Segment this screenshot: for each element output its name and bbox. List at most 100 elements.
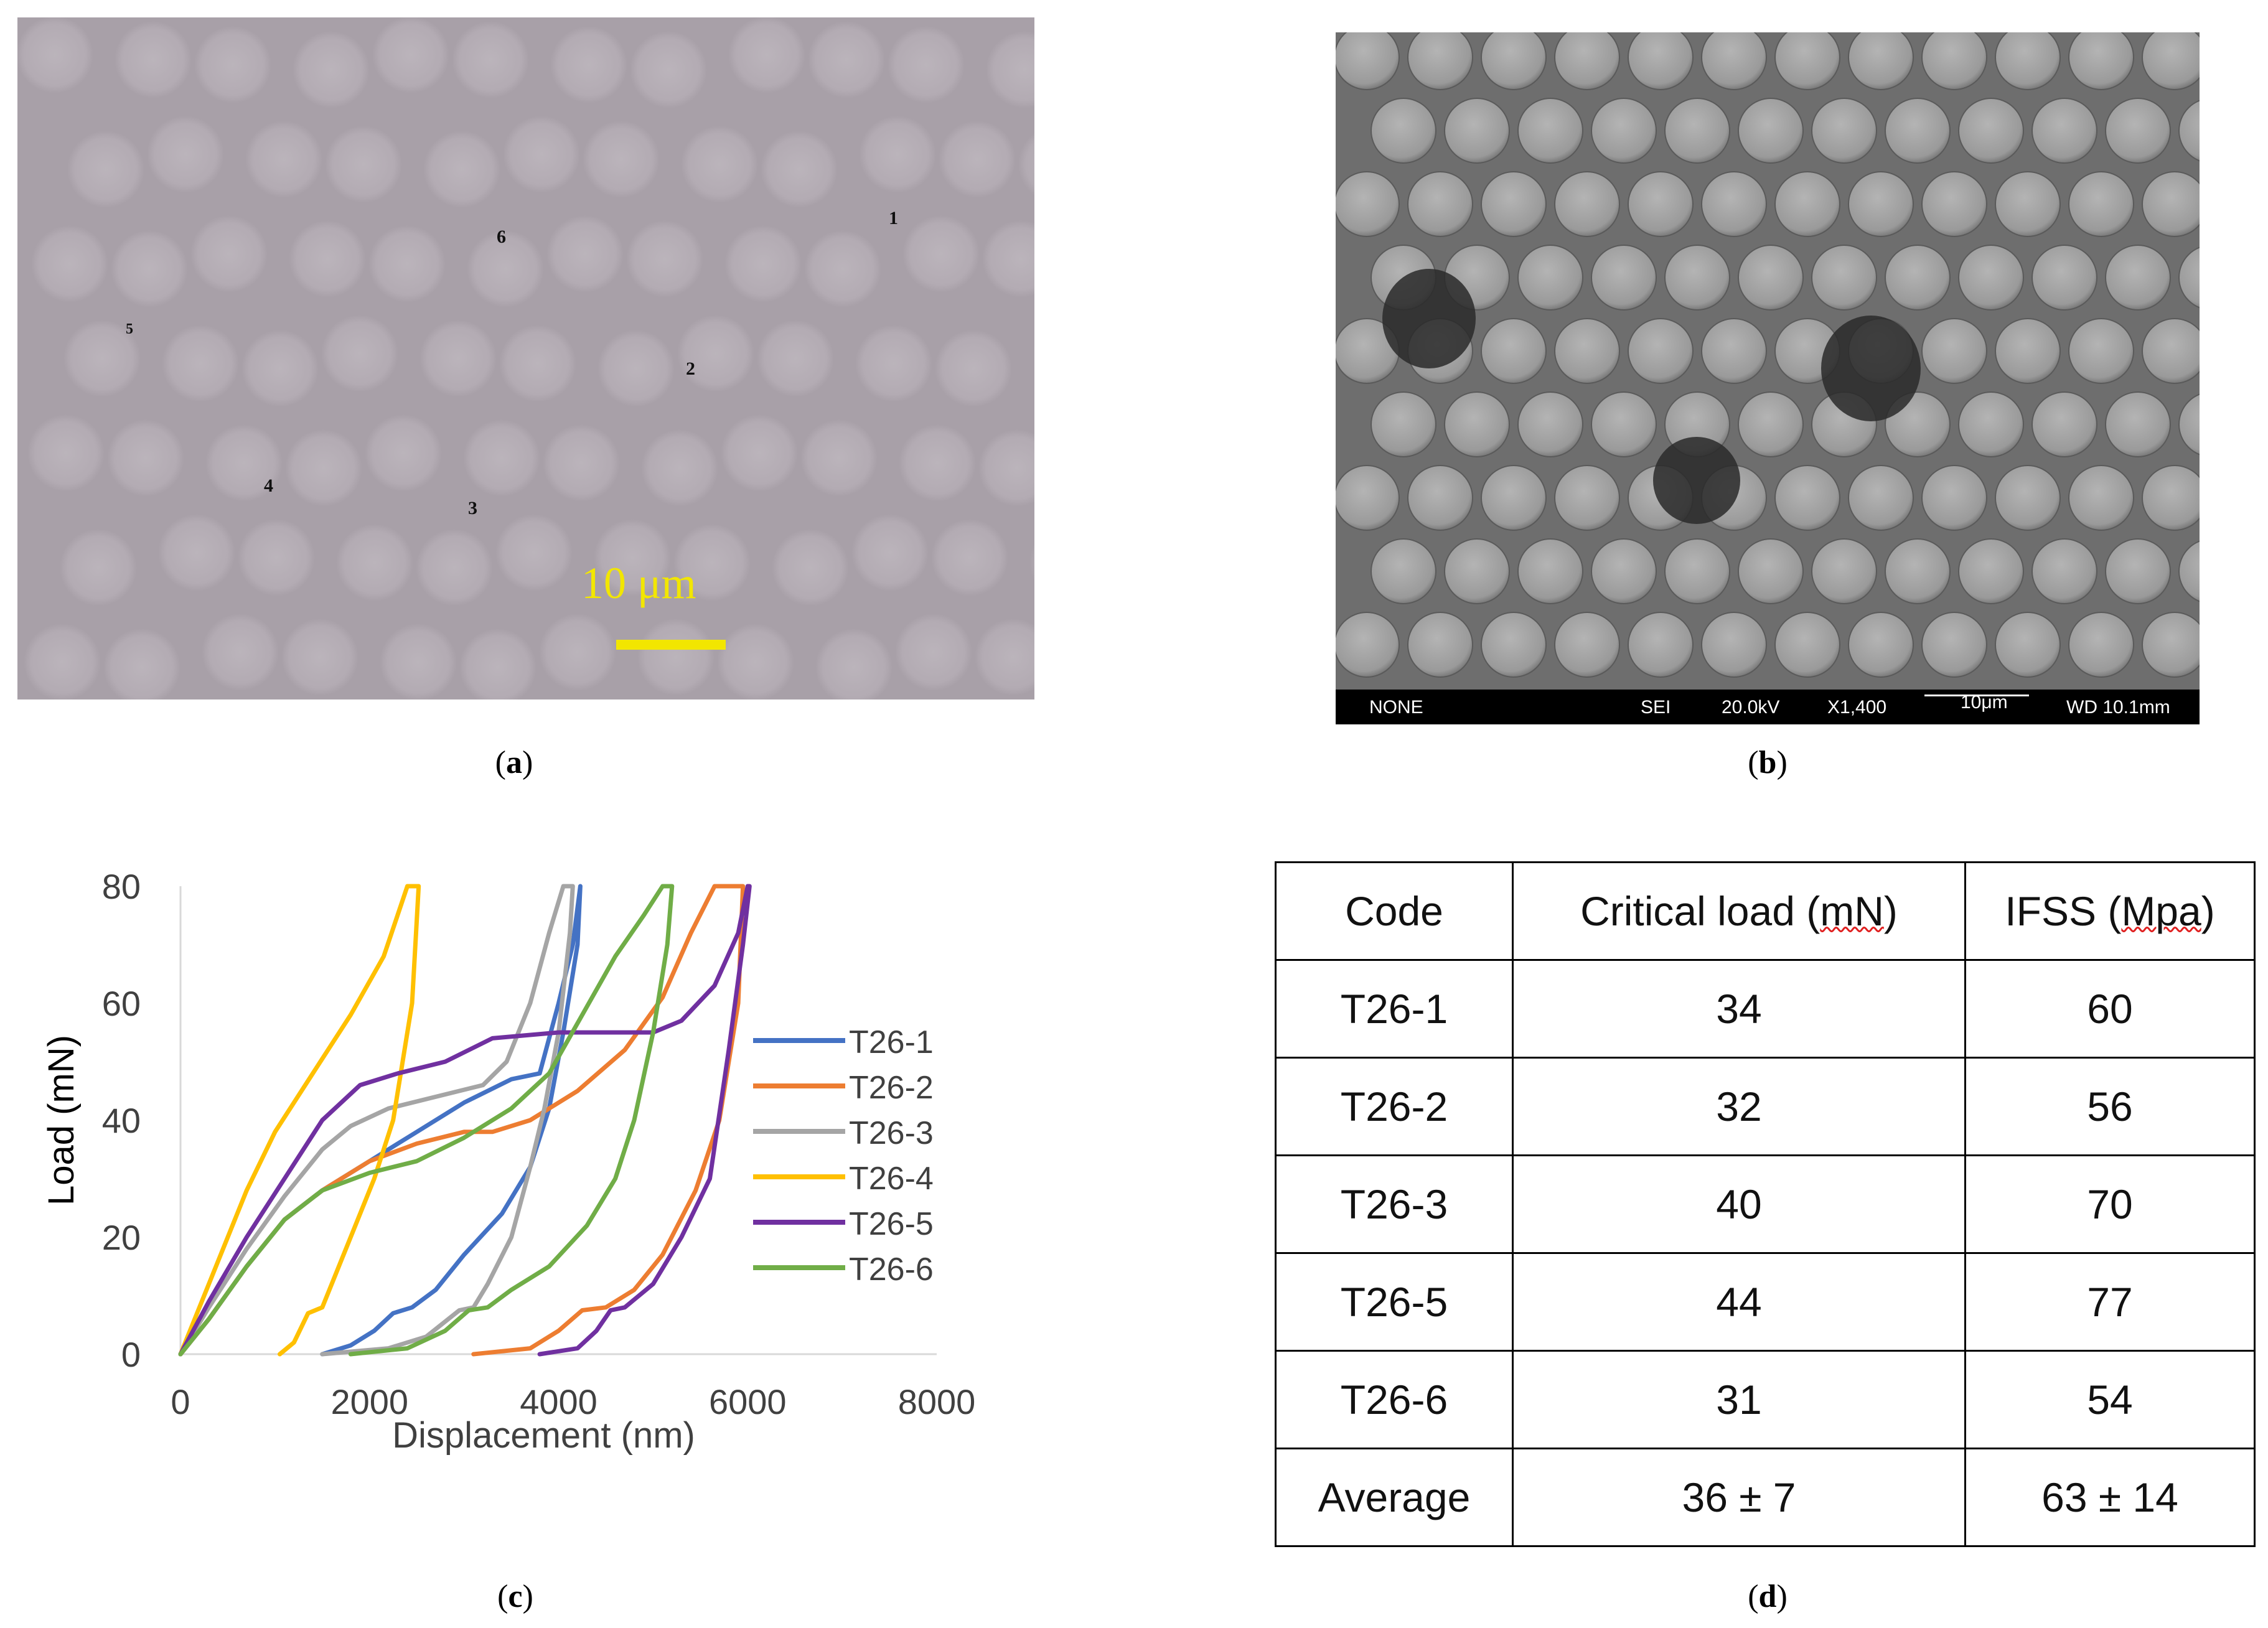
fiber [1371,391,1436,457]
fiber [1481,171,1547,237]
fiber [978,429,1034,507]
fiber [975,619,1034,696]
legend-label: T26-2 [849,1070,934,1106]
table-row: T26-3 40 70 [1275,1154,2256,1254]
fiber-label-5: 5 [126,321,133,337]
fiber [202,614,279,691]
legend-label: T26-1 [849,1024,934,1060]
fiber [1848,32,1914,90]
cell-code: Average [1275,1448,1514,1547]
fiber [423,131,500,208]
fiber [931,519,1008,596]
fiber [1885,538,1951,604]
fiber [293,31,370,108]
fiber [772,529,849,606]
fiber [1033,344,1034,363]
fiber [1738,391,1804,457]
scale-bar-label: 10 μm [581,558,696,608]
load-displacement-chart: 0 20 40 60 80 0 2000 4000 6000 8000 Displacement (… [25,846,1008,1481]
fiber [543,424,620,502]
fiber [1701,612,1767,678]
fiber [724,225,802,302]
fiber [24,624,101,699]
fiber [2142,318,2200,384]
cell-ifss: 63 ± 14 [1964,1448,2256,1547]
fiber [681,126,758,203]
y-tick-label: 20 [102,1218,141,1257]
fiber [241,330,319,407]
fiber [1444,391,1510,457]
cell-ifss: 60 [1964,959,2256,1059]
y-axis-label: Load (mN) [41,1035,82,1205]
fiber [1664,245,1730,311]
sem-voltage: 20.0kV [1722,697,1780,718]
sem-info-bar: NONE SEI 20.0kV X1,400 10μm WD 10.1mm [1336,690,2200,724]
fiber [459,629,537,699]
series-line-t26-6 [178,884,675,1357]
fiber [1444,538,1510,604]
fiber [888,26,965,103]
fiber [60,529,137,606]
sem-mode: NONE [1369,697,1423,718]
cell-ifss: 54 [1964,1350,2256,1449]
fiber-label-6: 6 [497,227,506,247]
fiber [1774,32,1840,90]
fiber [899,424,976,502]
table-row: Average 36 ± 7 63 ± 14 [1275,1448,2256,1547]
fiber [1336,465,1400,531]
cell-ifss: 70 [1964,1154,2256,1254]
fiber [1517,245,1583,311]
x-axis-label: Displacement (nm) [392,1415,695,1456]
fiber [115,21,192,98]
table-row: T26-6 31 54 [1275,1350,2256,1449]
fiber [1407,171,1473,237]
fiber [1517,98,1583,164]
fiber [1591,538,1657,604]
fiber [1738,245,1804,311]
fiber [2178,100,2200,162]
fiber [1628,318,1694,384]
fiber [1517,391,1583,457]
table-header-row: Code Critical load (mN) IFSS (Mpa) [1275,861,2256,961]
optical-micrograph: 1 2 3 4 5 6 10 μm [17,17,1034,699]
ifss-table: Code Critical load (mN) IFSS (Mpa) T26-1… [1275,861,2256,1547]
fiber [1995,32,2061,90]
fiber [1517,538,1583,604]
fiber [2031,538,2097,604]
fiber [495,514,573,591]
fiber [17,17,93,93]
fiber [1885,245,1951,311]
fiber [1407,612,1473,678]
fiber [1336,171,1400,237]
fiber [2105,98,2171,164]
fiber [761,131,838,208]
fiber [717,624,794,699]
fiber [1958,98,2024,164]
fiber [1701,318,1767,384]
fiber [1958,245,2024,311]
fiber [1018,133,1034,196]
fiber [851,514,929,591]
fiber-label-2: 2 [686,358,695,379]
fiber [365,414,442,492]
fiber [194,26,271,103]
legend-label: T26-5 [849,1206,934,1242]
cell-ifss: 56 [1964,1057,2256,1156]
legend-label: T26-3 [849,1115,934,1151]
header-critical-load: Critical load (mN) [1512,861,1966,961]
y-tick-label: 40 [102,1101,141,1140]
fiber [855,325,932,402]
header-ifss: IFSS (Mpa) [1964,861,2256,961]
fiber [1591,391,1657,457]
fiber [2068,612,2134,678]
fiber [2068,32,2134,90]
fiber [902,215,980,292]
fiber [2068,171,2134,237]
fiber [1336,612,1400,678]
fiber [815,629,893,699]
fiber [2142,171,2200,237]
fiber [895,614,972,691]
fiber [1995,612,2061,678]
table-row: T26-1 34 60 [1275,959,2256,1059]
fiber [2031,98,2097,164]
